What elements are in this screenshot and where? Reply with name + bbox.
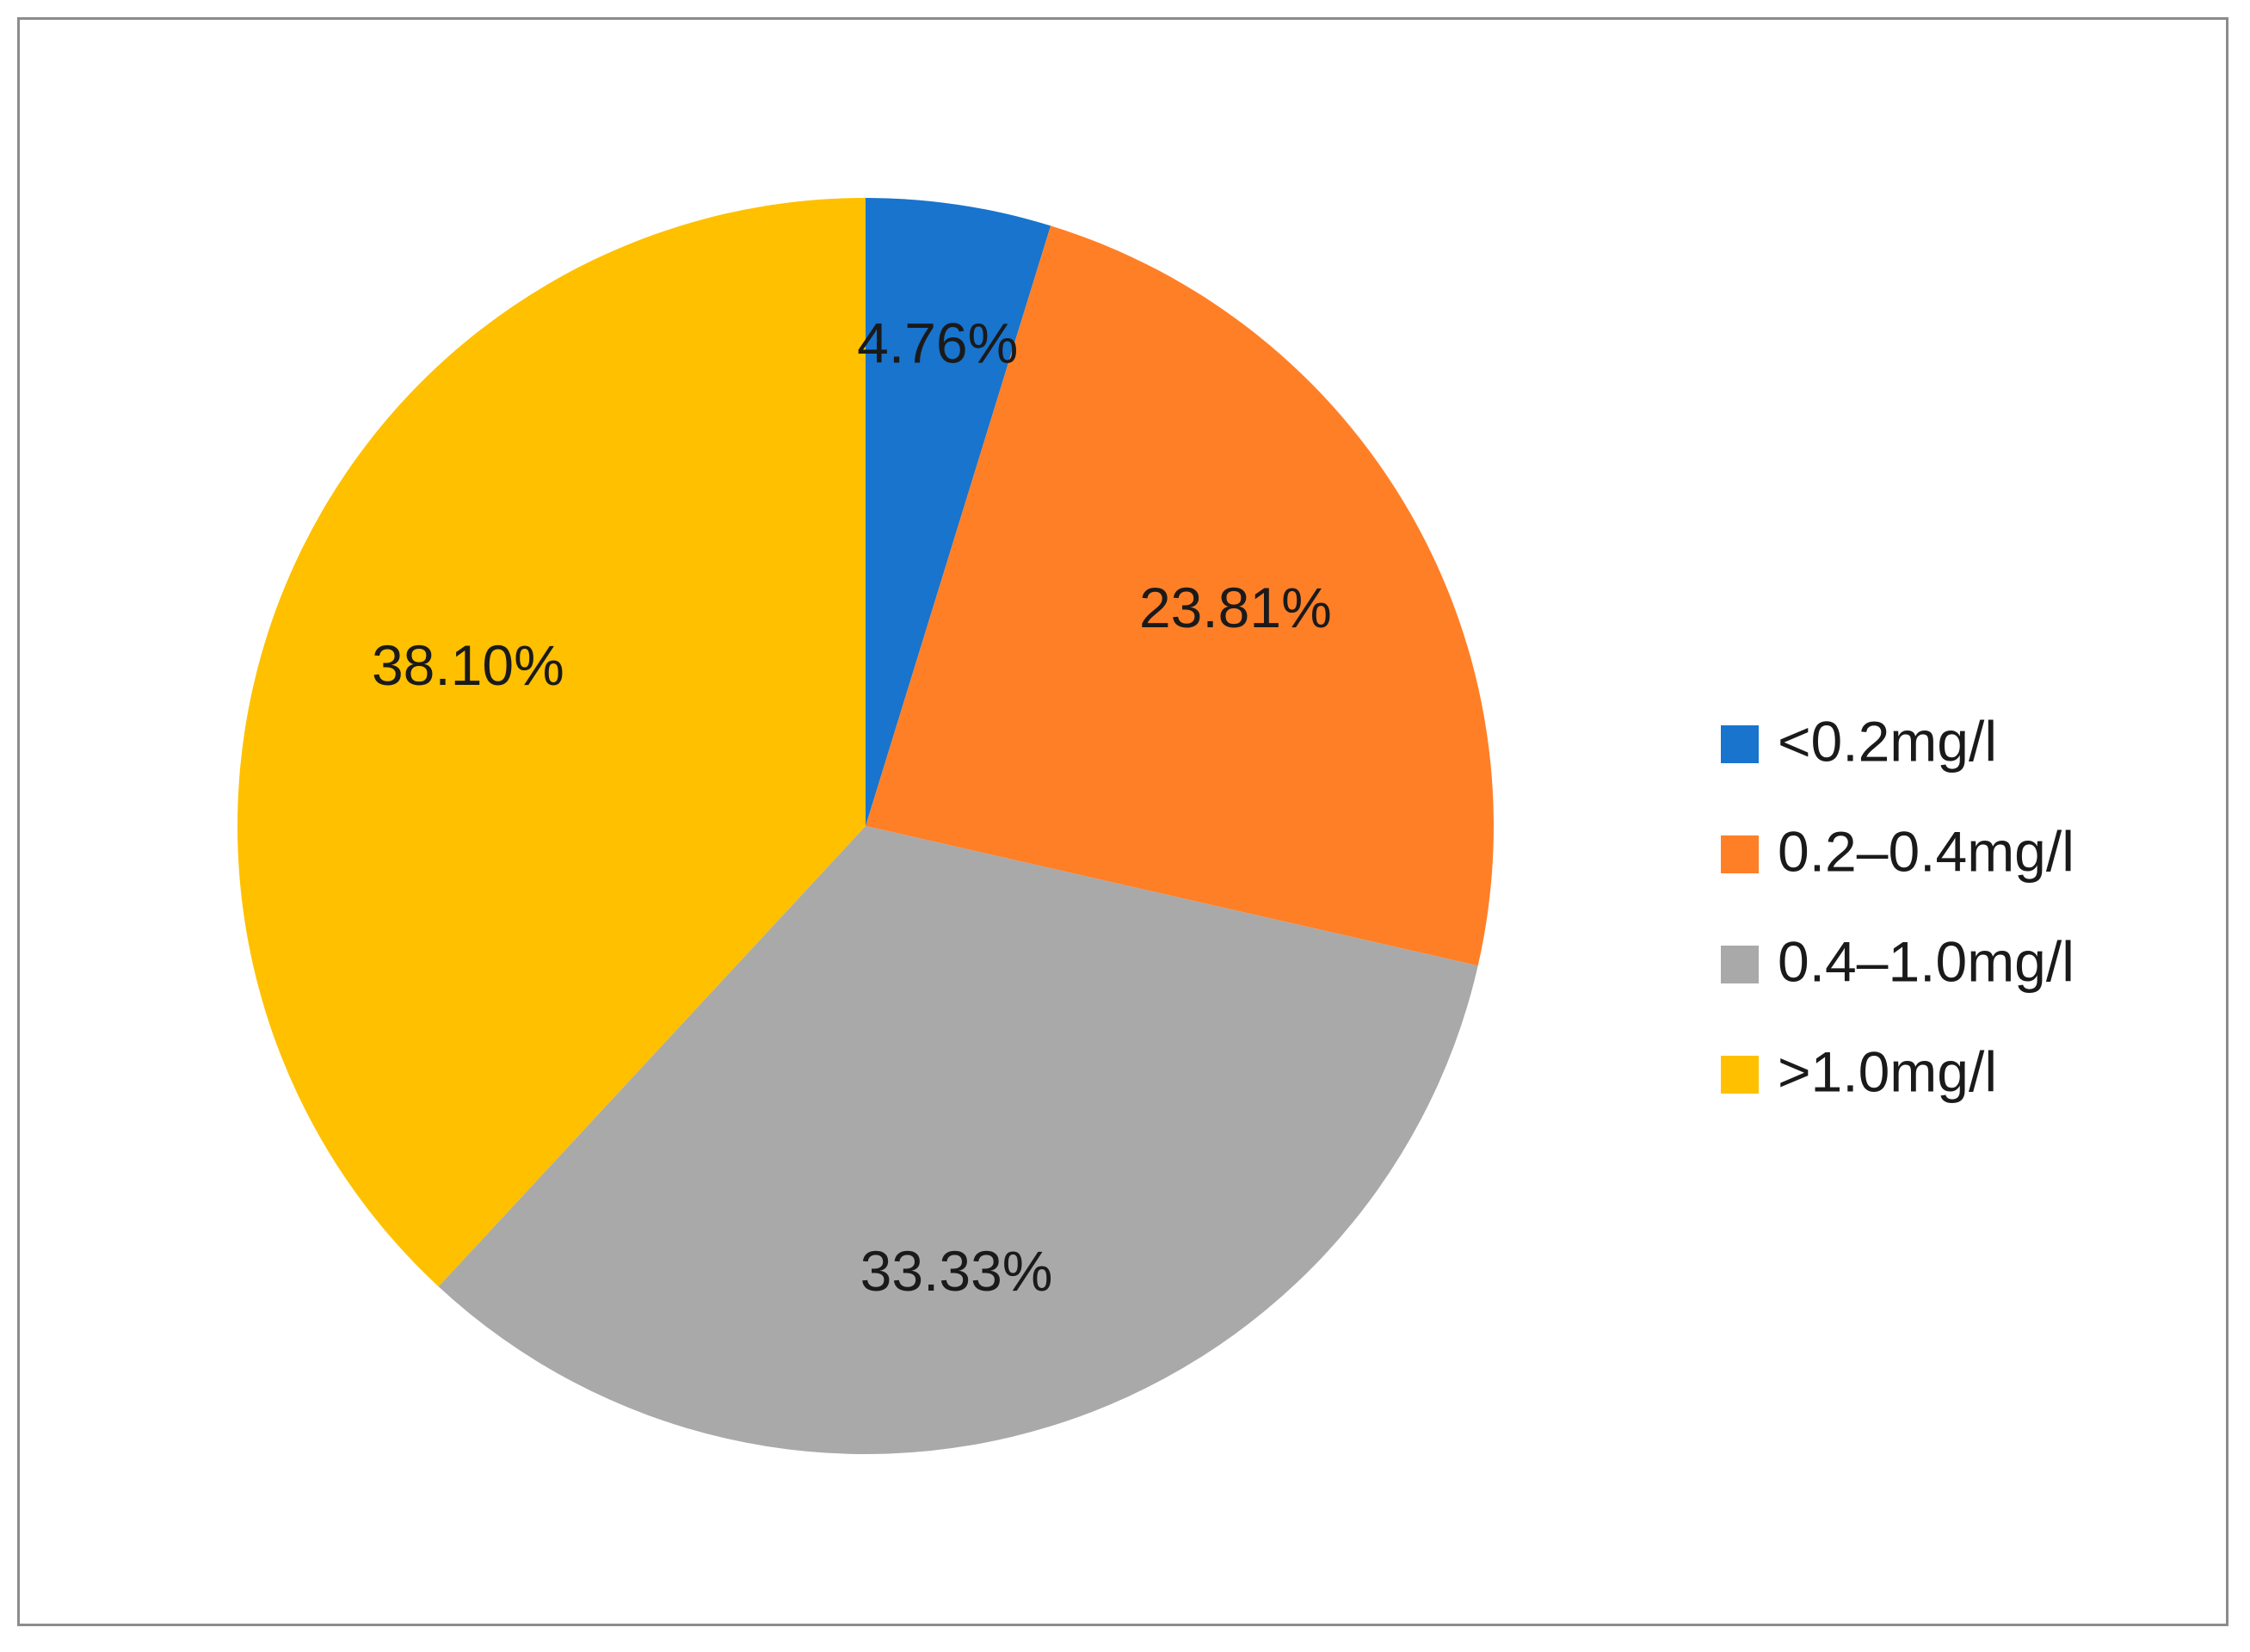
pie-slices bbox=[237, 198, 1494, 1454]
legend-swatch-1 bbox=[1721, 725, 1759, 763]
data-label-4: 38.10% bbox=[372, 633, 564, 697]
data-label-1: 4.76% bbox=[857, 311, 1018, 375]
pie-slice-3 bbox=[438, 826, 1478, 1454]
data-label-3: 33.33% bbox=[860, 1239, 1053, 1303]
legend-swatch-3 bbox=[1721, 946, 1759, 983]
pie-slice-1 bbox=[866, 198, 1051, 826]
pie-data-labels: 4.76% 23.81% 33.33% 38.10% bbox=[372, 311, 1332, 1303]
legend-swatch-2 bbox=[1721, 835, 1759, 873]
legend-label-4: >1.0mg/l bbox=[1778, 1039, 1997, 1103]
data-label-2: 23.81% bbox=[1139, 576, 1332, 639]
legend-label-3: 0.4–1.0mg/l bbox=[1778, 929, 2074, 993]
pie-slice-4 bbox=[237, 198, 866, 1287]
legend: <0.2mg/l 0.2–0.4mg/l 0.4–1.0mg/l >1.0mg/l bbox=[1721, 709, 2074, 1103]
legend-label-2: 0.2–0.4mg/l bbox=[1778, 819, 2074, 883]
legend-swatch-4 bbox=[1721, 1056, 1759, 1094]
legend-label-1: <0.2mg/l bbox=[1778, 709, 1997, 773]
pie-slice-2 bbox=[866, 225, 1494, 966]
